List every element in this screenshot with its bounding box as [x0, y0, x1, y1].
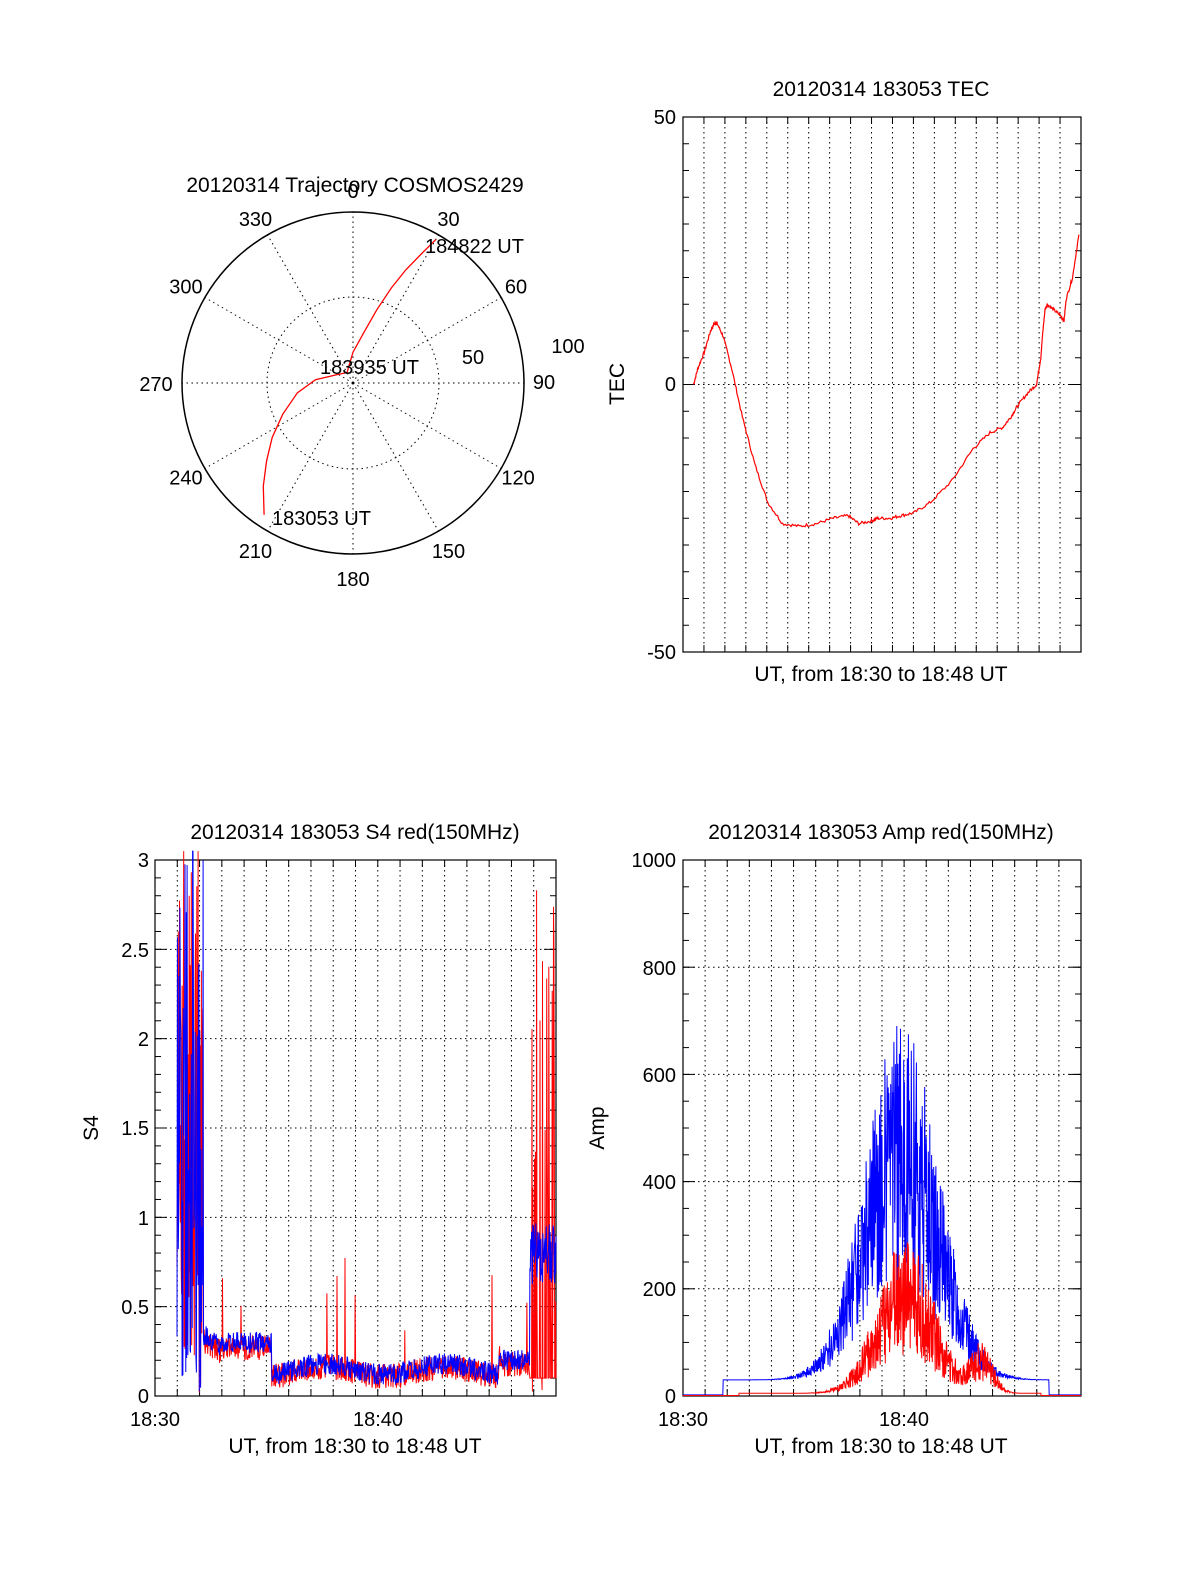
tec-ytick-label-max: 50 [654, 107, 676, 129]
trajectory-end-label: 184822 UT [425, 236, 524, 258]
polar-spoke-120 [352, 382, 502, 469]
tec-grid [683, 117, 1081, 652]
amp-ytick-800: 800 [643, 958, 676, 980]
s4-blue-line [176, 850, 557, 1392]
s4-ytick-0-5: 0.5 [121, 1297, 149, 1319]
polar-spoke-210 [267, 382, 354, 532]
amp-xtick-1840: 18:40 [879, 1409, 929, 1431]
s4-ytick-1: 1 [138, 1208, 149, 1230]
tec-plot-frame [682, 116, 1082, 653]
s4-ytick-3: 3 [138, 850, 149, 872]
polar-angle-label-90: 90 [533, 372, 555, 394]
s4-blue-series [176, 850, 557, 1392]
s4-ticks [155, 859, 556, 1397]
tec-xlabel: UT, from 18:30 to 18:48 UT [754, 663, 1007, 686]
s4-panel: 20120314 183053 S4 red(150MHz) 0 0.5 1 1… [80, 821, 557, 1458]
s4-ytick-2: 2 [138, 1029, 149, 1051]
polar-spokes [182, 212, 524, 554]
amp-panel: 20120314 183053 Amp red(150MHz) 0 200 40… [586, 821, 1082, 1458]
tec-ytick-label-zero: 0 [665, 374, 676, 396]
polar-spoke-60 [352, 297, 502, 384]
s4-red-line [176, 851, 557, 1393]
amp-ylabel: Amp [586, 1106, 609, 1149]
amp-grid [683, 860, 1081, 1396]
s4-xtick-1840: 18:40 [353, 1409, 403, 1431]
amp-xlabel: UT, from 18:30 to 18:48 UT [754, 1435, 1007, 1458]
polar-spoke-300 [204, 297, 354, 384]
amp-ytick-0: 0 [665, 1386, 676, 1408]
amp-red-series [683, 1242, 1081, 1396]
amp-ytick-1000: 1000 [632, 850, 677, 872]
amp-ytick-400: 400 [643, 1172, 676, 1194]
s4-title: 20120314 183053 S4 red(150MHz) [190, 821, 519, 844]
polar-spoke-30 [352, 234, 439, 384]
polar-angle-label-150: 150 [432, 541, 465, 563]
amp-red-line [683, 1242, 1081, 1396]
polar-spoke-330 [267, 234, 354, 384]
amp-blue-series [683, 1025, 1081, 1396]
polar-angle-label-30: 30 [437, 209, 459, 231]
amp-title: 20120314 183053 Amp red(150MHz) [708, 821, 1054, 844]
polar-angle-labels: 0 30 60 90 120 150 180 210 240 270 300 330 [139, 181, 555, 591]
tec-panel: 20120314 183053 TEC -50 0 50 TEC UT, fro… [606, 78, 1082, 686]
polar-angle-label-0: 0 [347, 181, 358, 203]
tec-title: 20120314 183053 TEC [773, 78, 990, 101]
trajectory-title: 20120314 Trajectory COSMOS2429 [186, 174, 523, 197]
trajectory-line [262, 238, 437, 515]
s4-xtick-1830: 18:30 [130, 1409, 180, 1431]
s4-ytick-2-5: 2.5 [121, 940, 149, 962]
polar-angle-label-120: 120 [501, 468, 534, 490]
polar-angle-label-180: 180 [336, 569, 369, 591]
s4-ytick-0: 0 [138, 1386, 149, 1408]
tec-line [693, 234, 1080, 528]
trajectory-start-label: 183053 UT [272, 508, 371, 530]
trajectory-panel: 20120314 Trajectory COSMOS2429 0 30 60 90 12… [139, 174, 584, 591]
polar-angle-label-240: 240 [169, 468, 202, 490]
s4-ylabel: S4 [80, 1115, 103, 1141]
polar-radius-label-100: 100 [551, 336, 584, 358]
amp-ytick-200: 200 [643, 1279, 676, 1301]
amp-xtick-1830: 18:30 [658, 1409, 708, 1431]
polar-spoke-150 [352, 382, 439, 532]
amp-blue-line [683, 1025, 1081, 1396]
polar-radius-label-50: 50 [462, 347, 484, 369]
polar-angle-label-60: 60 [505, 277, 527, 299]
s4-xlabel: UT, from 18:30 to 18:48 UT [228, 1435, 481, 1458]
polar-spoke-240 [204, 382, 354, 469]
amp-ytick-600: 600 [643, 1065, 676, 1087]
tec-ytick-label-min: -50 [647, 642, 676, 664]
tec-ylabel: TEC [606, 363, 629, 405]
s4-red-series [176, 851, 557, 1393]
tec-ticks [683, 116, 1081, 653]
polar-angle-label-300: 300 [169, 277, 202, 299]
polar-angle-label-210: 210 [239, 541, 272, 563]
polar-angle-label-270: 270 [139, 374, 172, 396]
trajectory-mid-label: 183935 UT [320, 357, 419, 379]
s4-ytick-1-5: 1.5 [121, 1118, 149, 1140]
polar-angle-label-330: 330 [239, 209, 272, 231]
